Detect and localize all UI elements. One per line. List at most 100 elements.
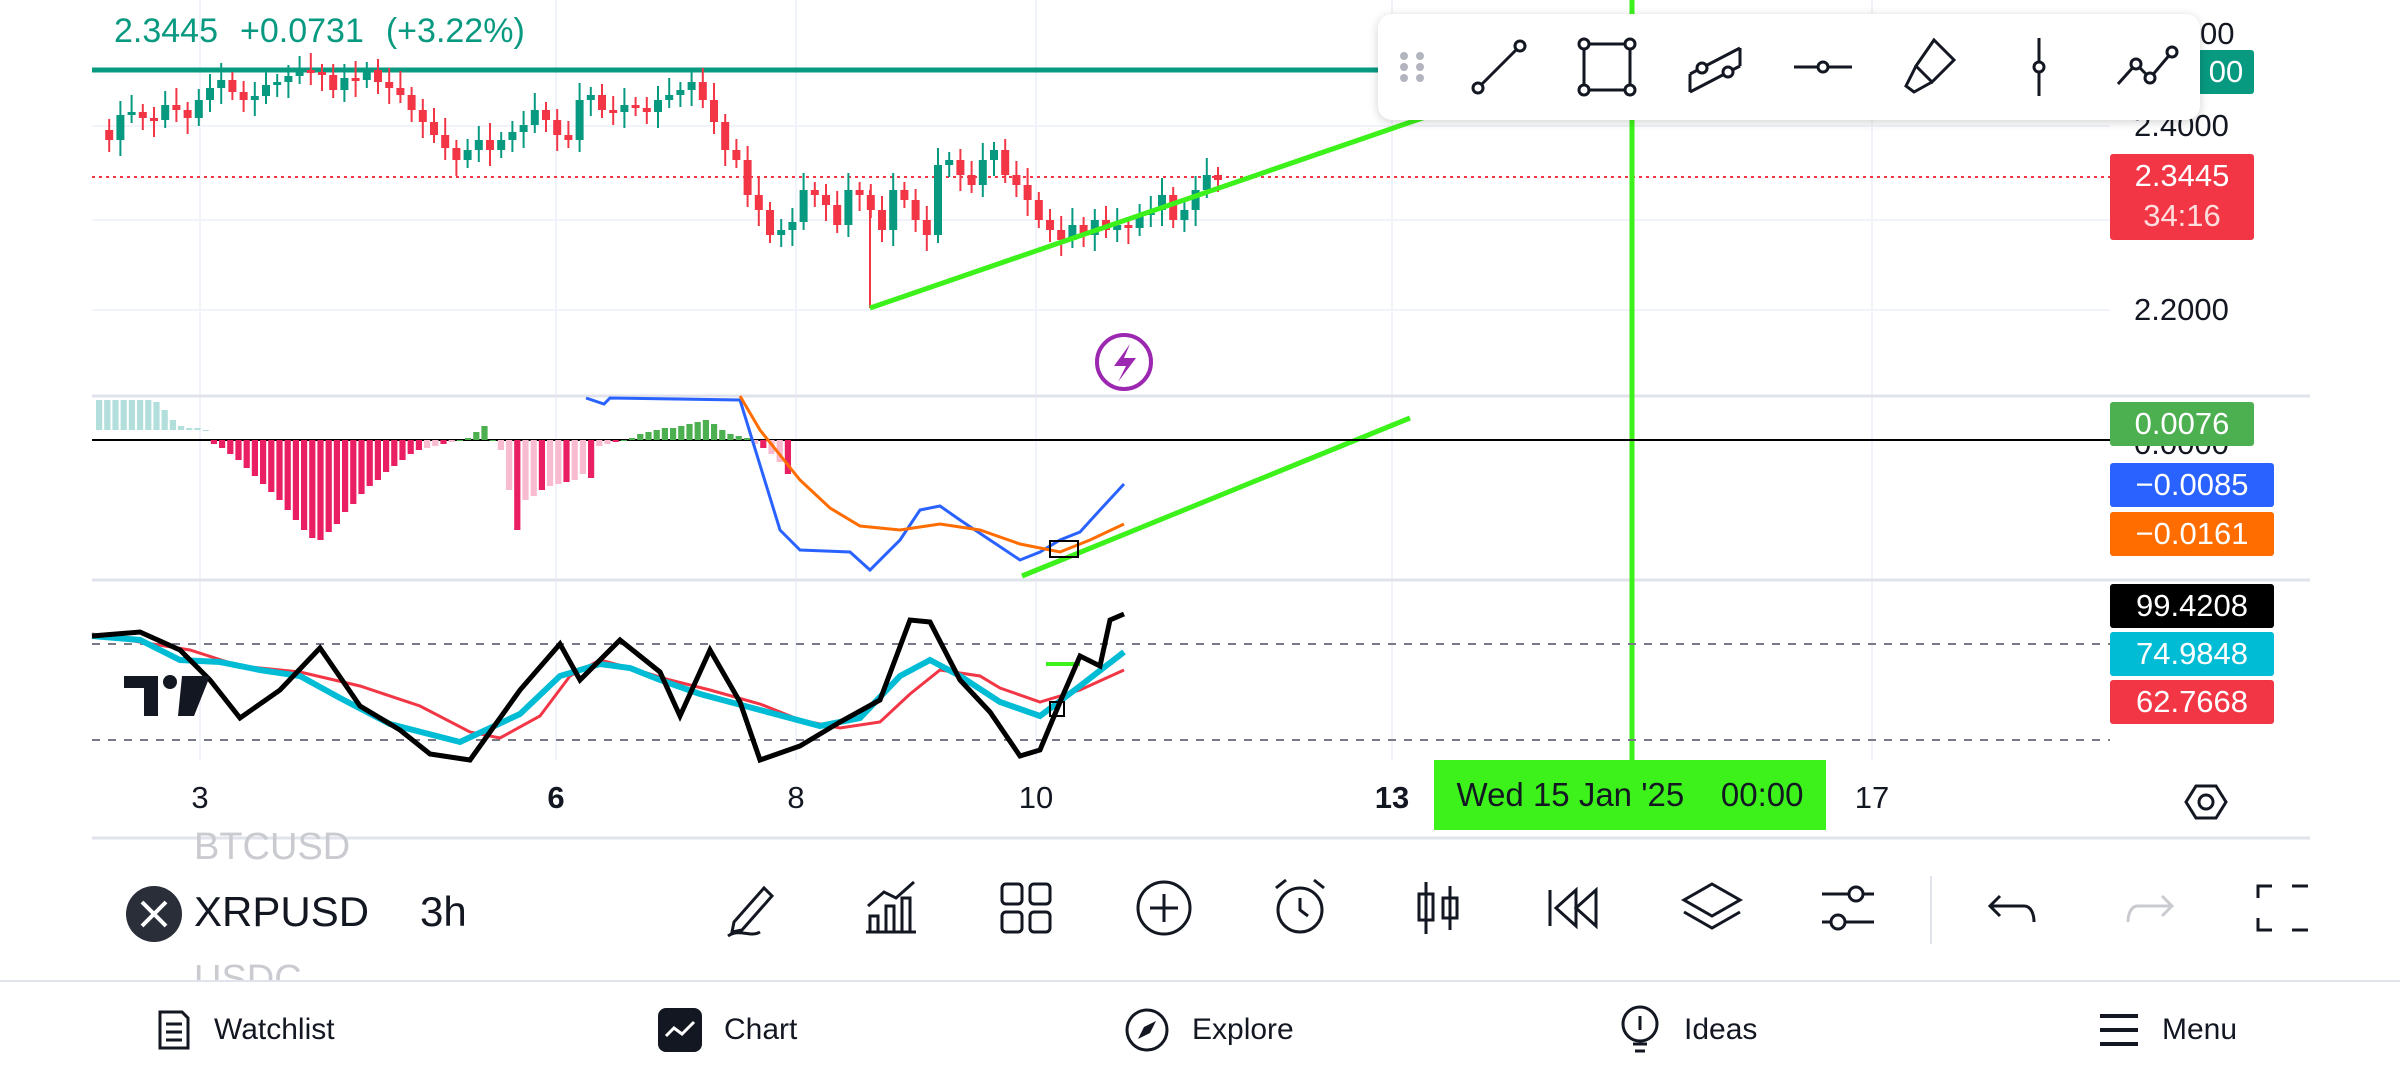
interval-selector[interactable]: 3h bbox=[420, 888, 467, 935]
macd-line-tag: −0.0085 bbox=[2110, 463, 2274, 507]
replay-icon[interactable] bbox=[1542, 876, 1606, 940]
histogram-bar bbox=[514, 440, 521, 530]
candle-body bbox=[855, 190, 864, 195]
candle-body bbox=[777, 230, 786, 235]
candle-body bbox=[1079, 225, 1088, 235]
candle-body bbox=[743, 160, 752, 195]
histogram-bar bbox=[620, 440, 627, 441]
partial-price-tag: 00 bbox=[2198, 50, 2254, 94]
add-icon[interactable] bbox=[1132, 876, 1196, 940]
settings-sliders-icon[interactable] bbox=[1816, 876, 1880, 940]
candle-body bbox=[1124, 225, 1133, 228]
histogram-bar bbox=[219, 440, 226, 448]
candle-body bbox=[833, 205, 842, 225]
rectangle-icon[interactable] bbox=[1574, 34, 1640, 100]
nav-watchlist[interactable]: Watchlist bbox=[156, 1004, 335, 1056]
candle-body bbox=[161, 105, 170, 120]
parallel-channel-icon[interactable] bbox=[1682, 34, 1748, 100]
histogram-bar bbox=[571, 440, 578, 480]
candle-body bbox=[788, 222, 797, 230]
chart-type-icon[interactable] bbox=[1406, 876, 1470, 940]
path-icon[interactable] bbox=[2114, 34, 2180, 100]
candle-body bbox=[553, 120, 562, 135]
candle-body bbox=[463, 150, 472, 160]
lightbulb-icon bbox=[1621, 1005, 1659, 1053]
candle-body bbox=[564, 135, 573, 140]
histogram-bar bbox=[440, 440, 447, 444]
nav-label: Explore bbox=[1192, 1013, 1294, 1046]
histogram-bar bbox=[194, 428, 201, 430]
toolbar-divider bbox=[1930, 876, 1932, 944]
histogram-bar bbox=[448, 440, 455, 442]
horizontal-ray-icon[interactable] bbox=[1790, 34, 1856, 100]
nav-label: Menu bbox=[2162, 1013, 2238, 1046]
chart-canvas[interactable] bbox=[0, 0, 2400, 840]
indicators-icon[interactable] bbox=[858, 876, 922, 940]
candle-body bbox=[598, 95, 606, 110]
candle-body bbox=[206, 88, 214, 100]
symbol-logo-icon[interactable] bbox=[126, 886, 182, 942]
stoch-k-line bbox=[91, 611, 1125, 764]
candle-body bbox=[1202, 175, 1211, 190]
candle-body bbox=[654, 100, 662, 112]
nav-ideas[interactable]: Ideas bbox=[1618, 1004, 1757, 1056]
histogram-bar bbox=[424, 440, 431, 448]
candle-body bbox=[116, 115, 125, 140]
candle-body bbox=[1046, 220, 1054, 230]
histogram-bar bbox=[276, 440, 283, 500]
selection-box bbox=[1049, 540, 1079, 558]
alert-icon[interactable] bbox=[1268, 876, 1332, 940]
histogram-bar bbox=[169, 420, 176, 430]
candle-body bbox=[228, 80, 237, 92]
chart-area[interactable]: 2.3445 +0.0731 (+3.22%) 2.4000 2.2000 00 0… bbox=[0, 0, 2400, 840]
date-axis-label: 10 bbox=[1018, 780, 1054, 815]
brush-icon[interactable] bbox=[1898, 34, 1964, 100]
nav-label: Ideas bbox=[1684, 1013, 1758, 1046]
drag-handle-icon[interactable] bbox=[1392, 34, 1432, 100]
redo-icon[interactable] bbox=[2118, 876, 2182, 940]
histogram-bar bbox=[752, 440, 759, 444]
trend-line-icon[interactable] bbox=[1466, 34, 1532, 100]
histogram-bar bbox=[670, 428, 677, 440]
undo-icon[interactable] bbox=[1980, 876, 2044, 940]
histogram-bar bbox=[137, 400, 144, 430]
candle-body bbox=[1034, 200, 1043, 220]
candle-body bbox=[844, 190, 853, 225]
symbol-name[interactable]: XRPUSD bbox=[194, 888, 370, 935]
candle-body bbox=[665, 95, 674, 100]
chart-settings-icon[interactable] bbox=[2184, 780, 2228, 824]
vertical-line-icon[interactable] bbox=[2006, 34, 2072, 100]
histogram-bar bbox=[210, 440, 217, 444]
candle-body bbox=[105, 130, 114, 140]
macd-histogram bbox=[96, 400, 791, 540]
candle-body bbox=[754, 195, 763, 210]
histogram-bar bbox=[358, 440, 365, 494]
fullscreen-icon[interactable] bbox=[2252, 876, 2308, 940]
nav-explore[interactable]: Explore bbox=[1124, 1004, 1294, 1056]
histogram-bar bbox=[235, 440, 242, 460]
candle-body bbox=[172, 105, 181, 110]
nav-chart[interactable]: Chart bbox=[658, 1004, 797, 1056]
drawing-pen-icon[interactable] bbox=[720, 876, 784, 940]
histogram-bar bbox=[694, 422, 701, 440]
nav-menu[interactable]: Menu bbox=[2098, 1004, 2237, 1056]
macd-histogram-tag: 0.0076 bbox=[2110, 402, 2254, 446]
candle-body bbox=[990, 150, 998, 160]
histogram-bar bbox=[579, 440, 586, 474]
histogram-bar bbox=[661, 428, 668, 440]
candle-body bbox=[956, 160, 965, 175]
candle-body bbox=[150, 118, 158, 121]
chart-toolbar bbox=[0, 840, 2400, 980]
candle-body bbox=[586, 95, 595, 100]
histogram-bar bbox=[784, 440, 791, 474]
candle-body bbox=[530, 110, 539, 125]
histogram-bar bbox=[604, 440, 611, 444]
histogram-bar bbox=[465, 438, 472, 440]
layouts-icon[interactable] bbox=[994, 876, 1058, 940]
candlesticks bbox=[105, 53, 1222, 308]
candle-body bbox=[1135, 215, 1144, 228]
date-axis-label: 6 bbox=[547, 780, 565, 815]
candle-body bbox=[575, 100, 584, 140]
trend-line-drawing bbox=[1021, 415, 1411, 579]
layers-icon[interactable] bbox=[1680, 876, 1744, 940]
